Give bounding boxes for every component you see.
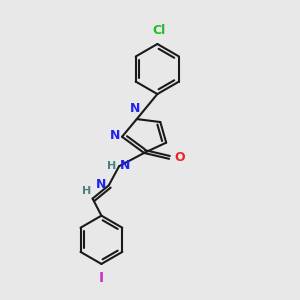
Text: O: O	[174, 152, 185, 164]
Text: I: I	[99, 271, 104, 285]
Text: N: N	[110, 129, 120, 142]
Text: N: N	[120, 159, 130, 172]
Text: N: N	[130, 102, 140, 115]
Text: H: H	[82, 186, 91, 196]
Text: H: H	[107, 160, 117, 171]
Text: Cl: Cl	[152, 24, 166, 37]
Text: N: N	[96, 178, 106, 191]
